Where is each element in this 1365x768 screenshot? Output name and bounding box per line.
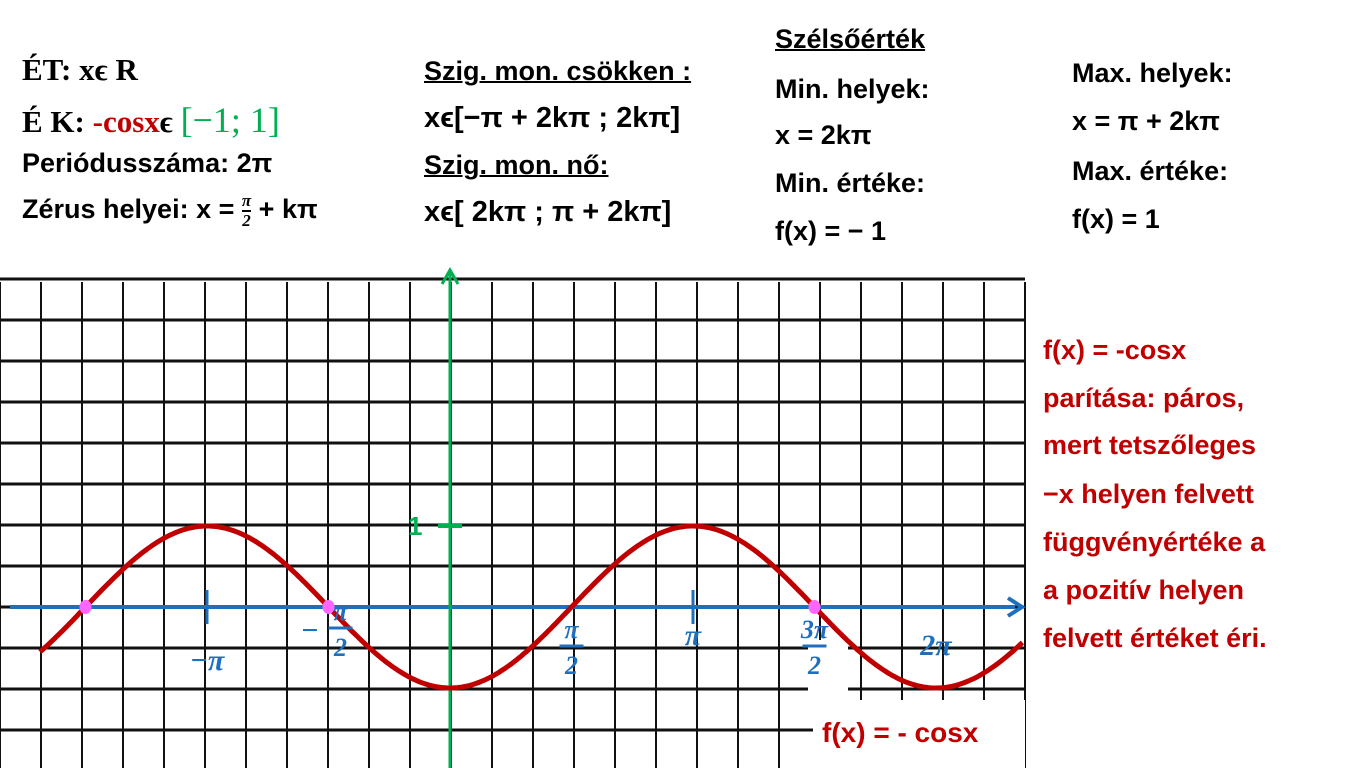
parity-line: felvett értéket éri. [1043, 623, 1267, 653]
zeros-suffix: + kπ [258, 193, 318, 224]
range-label: É K: [22, 104, 85, 139]
y-axis-arrow-icon [440, 266, 460, 285]
frac-den: 2 [242, 210, 251, 230]
x-tick-label-denominator: 2 [333, 633, 347, 662]
x-tick-label: 2π [919, 629, 952, 662]
domain-value: xϵ R [79, 52, 138, 87]
max-value-label: Max. értéke: [1072, 156, 1229, 186]
x-tick-label: − [300, 614, 318, 647]
min-places-label: Min. helyek: [775, 74, 930, 104]
range-function: -cosx [92, 104, 160, 139]
x-tick-label-numerator: 3π [800, 615, 829, 644]
zero-point [322, 600, 335, 614]
decreasing-interval: xϵ[−π + 2kπ ; 2kπ] [424, 102, 681, 134]
x-tick-label: π [685, 619, 702, 652]
max-places-label: Max. helyek: [1072, 58, 1233, 88]
domain-label: ÉT: [22, 52, 72, 87]
decreasing-title: Szig. mon. csökken : [424, 56, 692, 86]
x-tick-label-denominator: 2 [807, 651, 821, 680]
label-background [813, 700, 1025, 768]
grid [0, 277, 1026, 768]
zero-point [79, 600, 92, 614]
increasing-title: Szig. mon. nő: [424, 150, 609, 180]
min-places: x = 2kπ [775, 120, 872, 150]
range-line: É K: -cosxϵ [−1; 1] [22, 102, 280, 138]
frac-num: π [241, 191, 252, 212]
min-value: f(x) = − 1 [775, 216, 887, 246]
parity-line: parítása: páros, [1043, 383, 1245, 413]
parity-line: f(x) = -cosx [1043, 335, 1187, 365]
element-of: ϵ [159, 104, 173, 139]
zero-point [808, 600, 821, 614]
max-places: x = π + 2kπ [1072, 106, 1220, 136]
period: Periódusszáma: 2π [22, 148, 273, 178]
x-tick-label-numerator: π [564, 615, 579, 644]
min-value-label: Min. értéke: [775, 168, 926, 198]
function-label: f(x) = - cosx [822, 717, 979, 748]
parity-line: mert tetszőleges [1043, 430, 1257, 460]
range-interval: [−1; 1] [180, 100, 280, 140]
increasing-interval: xϵ[ 2kπ ; π + 2kπ] [424, 196, 672, 228]
zeros-prefix: Zérus helyei: x = [22, 193, 235, 224]
y-tick-label: 1 [408, 511, 422, 541]
domain-line: ÉT: xϵ R [22, 54, 138, 85]
parity-line: −x helyen felvett [1043, 479, 1254, 509]
x-tick-label: −π [190, 644, 225, 677]
label-background [808, 640, 848, 702]
parity-line: a pozitív helyen [1043, 575, 1245, 605]
extreme-title: Szélsőérték [775, 24, 926, 54]
parity-line: függvényértéke a [1043, 527, 1266, 557]
max-value: f(x) = 1 [1072, 204, 1160, 234]
x-axis-arrow-icon [1006, 596, 1026, 618]
curve-neg-cos [38, 523, 1025, 691]
x-tick-label-denominator: 2 [564, 651, 578, 680]
x-tick-label-numerator: π [333, 597, 348, 626]
